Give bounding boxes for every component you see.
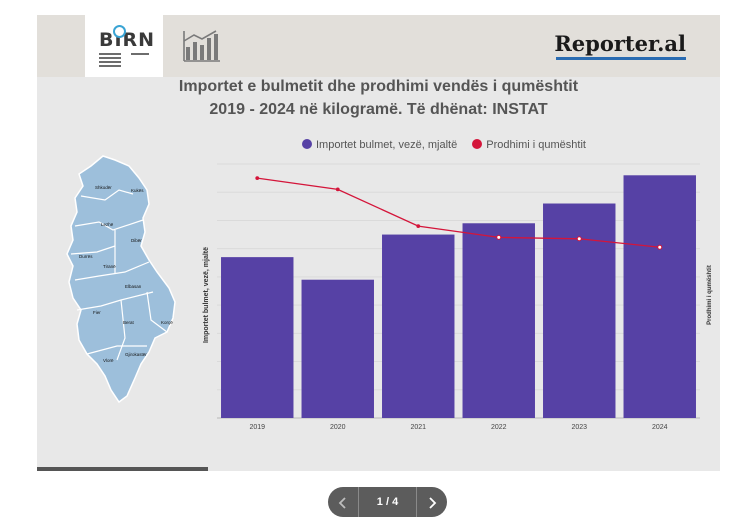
chart-plot: 2019 2020 2021 2022 2023 2024 Importet bulmet…	[203, 163, 713, 431]
legend-label-production: Prodhimi i qumështit	[486, 139, 586, 151]
chevron-right-icon	[429, 496, 437, 509]
map-label-korce: Korçë	[161, 320, 173, 325]
legend-item-production[interactable]: Prodhimi i qumështit	[472, 139, 586, 151]
previous-slide-button[interactable]	[328, 487, 358, 517]
reporter-logo[interactable]: Reporter.al	[554, 31, 686, 56]
production-line	[257, 177, 660, 248]
map-label-durres: Durrës	[79, 254, 93, 259]
birn-tagline-mark	[99, 53, 154, 67]
legend-label-imports: Importet bulmet, vezë, mjaltë	[316, 139, 458, 151]
line-point-2019[interactable]	[255, 176, 260, 181]
y-axis-label-right: Prodhimi i qumështit	[707, 265, 713, 325]
chart-legend: Importet bulmet, vezë, mjaltë Prodhimi i…	[302, 139, 598, 153]
pager-divider-left	[358, 487, 359, 517]
map-label-shkoder: Shkodër	[95, 185, 112, 190]
x-tick-label: 2023	[571, 424, 587, 431]
bar-2019[interactable]	[221, 257, 294, 418]
legend-swatch-imports	[302, 139, 312, 149]
chart-x-tick-labels: 2019 2020 2021 2022 2023 2024	[249, 424, 667, 431]
bar-2021[interactable]	[382, 234, 455, 418]
bar-2020[interactable]	[301, 279, 374, 418]
reporter-logo-underline	[556, 57, 686, 60]
chart-gridlines	[217, 163, 700, 419]
x-tick-label: 2024	[652, 424, 668, 431]
slide-progress-fill	[37, 467, 208, 471]
map-label-diber: Dibër	[131, 238, 142, 243]
bar-2023[interactable]	[543, 203, 616, 418]
slide-pager: 1 / 4	[328, 487, 447, 517]
chart-bars	[221, 175, 696, 418]
bar-2024[interactable]	[623, 175, 696, 418]
line-point-2020[interactable]	[335, 187, 340, 192]
map-label-lezhe: Lezhë	[101, 222, 114, 227]
map-label-kukes: Kukës	[131, 188, 144, 193]
line-point-2023[interactable]	[576, 236, 582, 242]
bar-chart-logo-icon	[183, 30, 220, 62]
map-label-vlore: Vlorë	[103, 358, 114, 363]
albania-map: Shkodër Kukës Lezhë Dibër Durrës Tiranë …	[66, 155, 176, 404]
slide-counter: 1 / 4	[376, 496, 399, 508]
x-tick-label: 2021	[410, 424, 426, 431]
chart-title: Importet e bulmetit dhe prodhimi vendës …	[37, 75, 720, 121]
chart-title-line-2: 2019 - 2024 në kilogramë. Të dhënat: INS…	[209, 101, 548, 118]
map-label-gjirokaster: Gjirokastër	[125, 352, 147, 357]
birn-logo	[85, 15, 163, 77]
legend-swatch-production	[472, 139, 483, 149]
chart-title-line-1: Importet e bulmetit dhe prodhimi vendës …	[178, 78, 579, 95]
line-point-2024[interactable]	[657, 244, 663, 250]
y-axis-label-left: Importet bulmet, vezë, mjaltë	[203, 247, 210, 343]
map-label-tirane: Tiranë	[103, 264, 116, 269]
x-tick-label: 2019	[249, 424, 265, 431]
next-slide-button[interactable]	[417, 487, 447, 517]
map-label-fier: Fier	[93, 310, 101, 315]
location-pin-icon	[113, 25, 126, 38]
albania-map-shape	[66, 155, 176, 404]
chart-card: BIRN Reporter.al Importet e bulmetit dhe…	[37, 15, 720, 467]
x-tick-label: 2022	[491, 424, 507, 431]
x-tick-label: 2020	[330, 424, 346, 431]
legend-item-imports[interactable]: Importet bulmet, vezë, mjaltë	[302, 139, 457, 151]
birn-logo-text: BIRN	[99, 29, 156, 51]
header-bar: BIRN Reporter.al	[37, 15, 720, 77]
map-label-elbasan: Elbasan	[125, 284, 142, 289]
chevron-left-icon	[338, 496, 346, 509]
line-point-2022[interactable]	[496, 234, 502, 240]
bar-2022[interactable]	[462, 223, 535, 418]
pager-divider-right	[416, 487, 417, 517]
chart-line	[255, 176, 663, 250]
slide-progress-track	[37, 467, 720, 471]
map-label-berat: Berat	[123, 320, 135, 325]
line-point-2021[interactable]	[416, 224, 421, 228]
